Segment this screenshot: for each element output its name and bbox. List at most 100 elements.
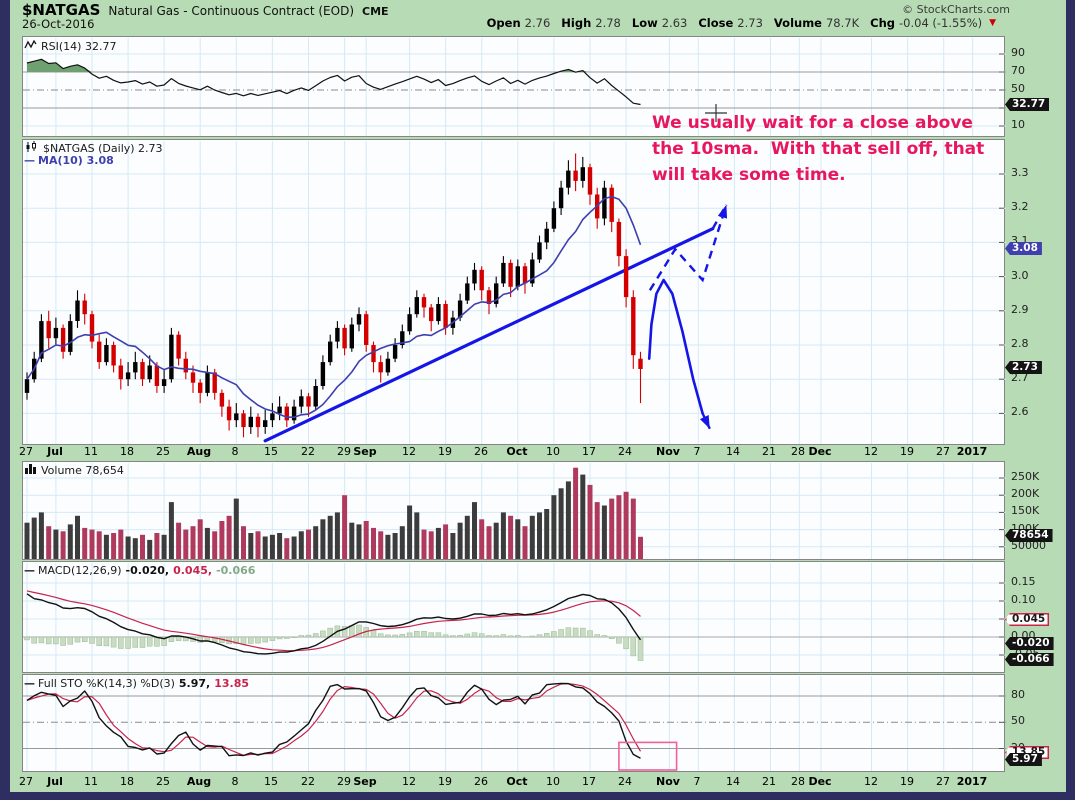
- macd-value: -0.020,: [125, 564, 170, 577]
- rsi-legend: RSI(14) 32.77: [24, 39, 116, 53]
- annotation-line: will take some time.: [652, 165, 846, 185]
- x-axis-tick-label: 27: [936, 775, 950, 788]
- quote-low: Low 2.63: [631, 16, 688, 30]
- axis-label: 150K: [1011, 504, 1040, 517]
- x-axis-tick-label: 19: [900, 445, 914, 458]
- ticker-symbol: $NATGAS: [22, 1, 101, 19]
- x-axis-tick-label: 27: [19, 775, 33, 788]
- axis-label: 80: [1011, 688, 1025, 701]
- stochastics-legend: — Full STO %K(14,3) %D(3) 5.97, 13.85: [24, 677, 249, 690]
- axis-value-tag: 0.045: [1005, 613, 1050, 626]
- axis-label: 0.15: [1011, 575, 1036, 588]
- chg-dropdown-arrow-icon[interactable]: ▼: [989, 18, 996, 28]
- axis-label: 70: [1011, 64, 1025, 77]
- x-axis-tick-label: 28: [791, 775, 805, 788]
- x-axis-tick-label: Aug: [186, 775, 212, 788]
- stochastics-panel[interactable]: [22, 674, 1006, 772]
- axis-value-tag: 2.73: [1005, 361, 1042, 374]
- sto-k-value: 5.97,: [178, 677, 211, 690]
- x-axis-tick-label: Dec: [808, 445, 832, 458]
- axis-label: 2.8: [1011, 337, 1029, 350]
- volume-legend-label: Volume 78,654: [41, 463, 124, 477]
- x-axis-tick-label: 12: [864, 775, 878, 788]
- axis-label: 10: [1011, 118, 1025, 131]
- price-panel[interactable]: [22, 139, 1006, 445]
- x-axis-tick-label: 22: [301, 445, 315, 458]
- x-axis-tick-label: Oct: [506, 775, 528, 788]
- x-axis-tick-label: 8: [231, 775, 239, 788]
- x-axis-tick-label: 19: [900, 775, 914, 788]
- copyright-text: © StockCharts.com: [902, 3, 1010, 16]
- x-axis-tick-label: Nov: [656, 445, 680, 458]
- x-axis-tick-label: 26: [474, 445, 488, 458]
- annotation-line: We usually wait for a close above: [652, 113, 973, 133]
- macd-panel[interactable]: [22, 561, 1006, 673]
- x-axis-tick-label: 17: [582, 445, 596, 458]
- axis-label: 3.2: [1011, 200, 1029, 213]
- rsi-legend-label: RSI(14) 32.77: [41, 39, 117, 53]
- x-axis-tick-label: Nov: [656, 775, 680, 788]
- axis-label: 200K: [1011, 487, 1040, 500]
- x-axis-tick-label: 10: [546, 775, 560, 788]
- x-axis-tick-label: 17: [582, 775, 596, 788]
- x-axis-tick-label: Sep: [353, 775, 377, 788]
- annotation-text: We usually wait for a close above the 10…: [652, 110, 984, 188]
- macd-signal-value: 0.045,: [173, 564, 213, 577]
- x-axis-tick-label: 22: [301, 775, 315, 788]
- x-axis-tick-label: 14: [726, 775, 740, 788]
- x-axis-tick-label: 12: [402, 775, 416, 788]
- x-axis-tick-label: 18: [120, 445, 134, 458]
- x-axis-tick-label: 25: [156, 445, 170, 458]
- x-axis-tick-label: 2017: [956, 445, 988, 458]
- x-axis-tick-label: Dec: [808, 775, 832, 788]
- x-axis-tick-label: Aug: [186, 445, 212, 458]
- axis-label: 3.0: [1011, 269, 1029, 282]
- axis-label: 90: [1011, 46, 1025, 59]
- line-swatch-icon: —: [24, 564, 35, 577]
- quote-volume: Volume 78.7K: [773, 16, 860, 30]
- x-axis-tick-label: 10: [546, 445, 560, 458]
- x-axis-tick-label: Oct: [506, 445, 528, 458]
- x-axis-tick-label: 12: [864, 445, 878, 458]
- sto-legend-name: Full STO %K(14,3) %D(3): [38, 677, 175, 690]
- axis-label: 2.7: [1011, 371, 1029, 384]
- line-swatch-icon: —: [24, 677, 35, 690]
- quote-open: Open 2.76: [486, 16, 551, 30]
- quote-strip: Open 2.76 High 2.78 Low 2.63 Close 2.73 Volu…: [487, 16, 996, 30]
- x-axis-tick-label: 2017: [956, 775, 988, 788]
- price-legend: $NATGAS (Daily) 2.73: [24, 141, 163, 156]
- axis-label: 3.3: [1011, 166, 1029, 179]
- axis-value-tag: 5.97: [1005, 753, 1042, 766]
- rsi-panel[interactable]: [22, 36, 1006, 137]
- x-axis-tick-label: 19: [438, 775, 452, 788]
- macd-hist-value: -0.066: [216, 564, 256, 577]
- axis-value-tag: -0.066: [1005, 653, 1054, 666]
- x-axis-tick-label: 26: [474, 775, 488, 788]
- volume-panel[interactable]: [22, 461, 1006, 560]
- stockcharts-page: $NATGAS Natural Gas - Continuous Contrac…: [10, 0, 1066, 792]
- axis-label: 0.10: [1011, 593, 1036, 606]
- axis-value-tag: 78654: [1005, 529, 1053, 542]
- sto-d-value: 13.85: [214, 677, 250, 690]
- price-legend-label: $NATGAS (Daily) 2.73: [43, 142, 163, 155]
- ma-legend: — MA(10) 3.08: [24, 154, 114, 167]
- x-axis-tick-label: 29: [337, 775, 351, 788]
- quote-high: High 2.78: [561, 16, 621, 30]
- x-axis-tick-label: Jul: [47, 775, 63, 788]
- x-axis-tick-label: 27: [19, 445, 33, 458]
- x-axis-tick-label: Jul: [47, 445, 63, 458]
- axis-label: 250K: [1011, 470, 1040, 483]
- annotation-line: the 10sma. With that sell off, that: [652, 139, 985, 159]
- x-axis-tick-label: 29: [337, 445, 351, 458]
- x-axis-tick-label: 27: [936, 445, 950, 458]
- axis-label: 2.6: [1011, 405, 1029, 418]
- header: $NATGAS Natural Gas - Continuous Contrac…: [22, 1, 389, 19]
- x-axis-tick-label: 24: [618, 775, 632, 788]
- macd-legend: — MACD(12,26,9) -0.020, 0.045, -0.066: [24, 564, 255, 577]
- x-axis-tick-label: 14: [726, 445, 740, 458]
- axis-value-tag: 3.08: [1005, 242, 1042, 255]
- x-axis-tick-label: 15: [264, 775, 278, 788]
- axis-label: 2.9: [1011, 303, 1029, 316]
- chart-date: 26-Oct-2016: [22, 17, 95, 31]
